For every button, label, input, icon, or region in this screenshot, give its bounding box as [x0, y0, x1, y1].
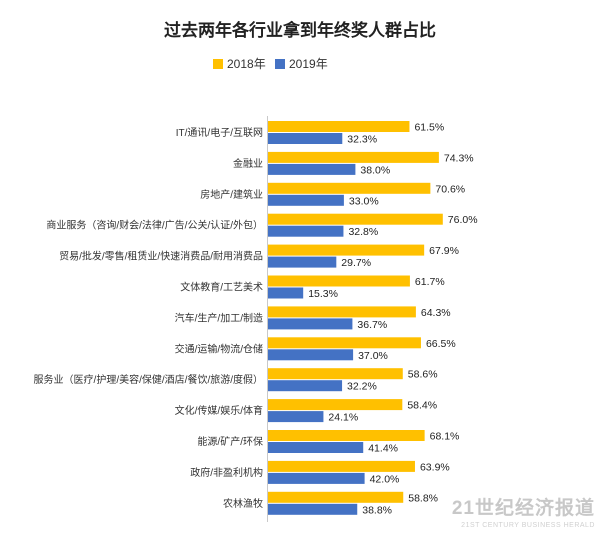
value-label-2018: 76.0%: [448, 214, 478, 226]
category-label: 文体教育/工艺美术: [180, 281, 263, 294]
bar-2018: [268, 460, 415, 472]
category-group: 能源/矿产/环保 68.1% 41.4%: [197, 430, 459, 455]
legend-label-2018: 2018年: [227, 57, 266, 71]
category-group: 房地产/建筑业 70.6% 33.0%: [200, 182, 465, 207]
value-label-2018: 58.8%: [408, 492, 438, 504]
bar-2018: [268, 306, 416, 318]
value-label-2018: 64.3%: [421, 307, 451, 319]
value-label-2019: 29.7%: [341, 257, 371, 269]
value-label-2019: 32.3%: [347, 134, 377, 146]
category-group: 交通/运输/物流/仓储 66.5% 37.0%: [175, 337, 456, 362]
bar-2018: [268, 213, 443, 225]
value-label-2019: 32.8%: [348, 226, 378, 238]
category-group: 金融业 74.3% 38.0%: [233, 151, 474, 176]
category-label: 商业服务（咨询/财会/法律/广告/公关/认证/外包）: [46, 219, 263, 232]
value-label-2019: 38.8%: [362, 504, 392, 516]
bar-2019: [268, 225, 344, 237]
bar-2019: [268, 411, 324, 423]
category-group: 政府/非盈利机构 63.9% 42.0%: [190, 460, 450, 485]
category-label: 能源/矿产/环保: [197, 435, 263, 448]
chart-title: 过去两年各行业拿到年终奖人群占比: [164, 20, 436, 40]
value-label-2018: 61.5%: [414, 122, 444, 134]
category-group: 服务业（医疗/护理/美容/保健/酒店/餐饮/旅游/度假） 58.6% 32.2%: [34, 368, 438, 393]
value-label-2019: 24.1%: [328, 412, 358, 424]
bar-2018: [268, 337, 421, 349]
category-label: 房地产/建筑业: [200, 188, 263, 201]
value-label-2019: 42.0%: [370, 473, 400, 485]
watermark: 21世纪经济报道 21ST CENTURY BUSINESS HERALD: [452, 496, 595, 529]
legend-label-2019: 2019年: [289, 57, 328, 71]
bar-2018: [268, 368, 403, 380]
category-label: 汽车/生产/加工/制造: [175, 311, 263, 324]
category-group: 文化/传媒/娱乐/体育 58.4% 24.1%: [175, 399, 437, 424]
value-label-2019: 36.7%: [357, 319, 387, 331]
value-label-2018: 74.3%: [444, 152, 474, 164]
bar-2019: [268, 472, 365, 484]
category-group: 贸易/批发/零售/租赁业/快速消费品/耐用消费品 67.9% 29.7%: [59, 244, 459, 269]
value-label-2018: 66.5%: [426, 338, 456, 350]
category-label: IT/通讯/电子/互联网: [176, 126, 263, 139]
bar-2018: [268, 491, 404, 503]
bar-2018: [268, 399, 403, 411]
category-label: 金融业: [233, 157, 263, 170]
bar-2018: [268, 121, 410, 132]
legend-swatch-2018: [213, 59, 223, 69]
category-group: 商业服务（咨询/财会/法律/广告/公关/认证/外包） 76.0% 32.8%: [46, 213, 478, 238]
category-label: 农林渔牧: [223, 497, 263, 510]
watermark-text-en: 21ST CENTURY BUSINESS HERALD: [461, 522, 595, 529]
value-label-2018: 63.9%: [420, 461, 450, 473]
bar-2019: [268, 133, 343, 144]
category-group: IT/通讯/电子/互联网 61.5% 32.3%: [176, 121, 444, 146]
value-label-2019: 41.4%: [368, 443, 398, 455]
category-group: 汽车/生产/加工/制造 64.3% 36.7%: [175, 306, 451, 331]
bar-2019: [268, 349, 354, 361]
bar-2019: [268, 287, 304, 299]
value-label-2019: 38.0%: [360, 164, 390, 176]
value-label-2018: 70.6%: [435, 183, 465, 195]
bar-2018: [268, 182, 431, 194]
category-label: 政府/非盈利机构: [190, 466, 263, 479]
category-group: 文体教育/工艺美术 61.7% 15.3%: [180, 275, 445, 300]
bar-2018: [268, 244, 425, 256]
category-label: 文化/传媒/娱乐/体育: [175, 404, 263, 417]
bar-2018: [268, 430, 425, 441]
value-label-2019: 32.2%: [347, 381, 377, 393]
category-label: 交通/运输/物流/仓储: [175, 342, 263, 355]
bar-2019: [268, 442, 364, 453]
bar-2018: [268, 151, 439, 163]
bar-2019: [268, 503, 358, 515]
value-label-2018: 58.4%: [407, 400, 437, 412]
bar-2018: [268, 275, 410, 287]
value-label-2018: 68.1%: [430, 431, 460, 443]
category-label: 贸易/批发/零售/租赁业/快速消费品/耐用消费品: [59, 250, 263, 263]
legend-swatch-2019: [275, 59, 285, 69]
category-label: 服务业（医疗/护理/美容/保健/酒店/餐饮/旅游/度假）: [34, 373, 263, 386]
bar-2019: [268, 318, 353, 330]
value-label-2018: 67.9%: [429, 245, 459, 257]
watermark-text-cn: 21世纪经济报道: [452, 496, 595, 519]
bar-2019: [268, 380, 343, 392]
bar-2019: [268, 256, 337, 268]
legend: 2018年 2019年: [213, 57, 328, 71]
bar-2019: [268, 163, 356, 175]
value-label-2018: 61.7%: [415, 276, 445, 288]
category-group: 农林渔牧 58.8% 38.8%: [223, 491, 438, 516]
bar-2019: [268, 194, 344, 206]
value-label-2019: 33.0%: [349, 195, 379, 207]
value-label-2018: 58.6%: [408, 369, 438, 381]
value-label-2019: 37.0%: [358, 350, 388, 362]
bars-layer: IT/通讯/电子/互联网 61.5% 32.3% 金融业 74.3% 38.0% 房地产/建…: [34, 121, 478, 516]
value-label-2019: 15.3%: [308, 288, 338, 300]
